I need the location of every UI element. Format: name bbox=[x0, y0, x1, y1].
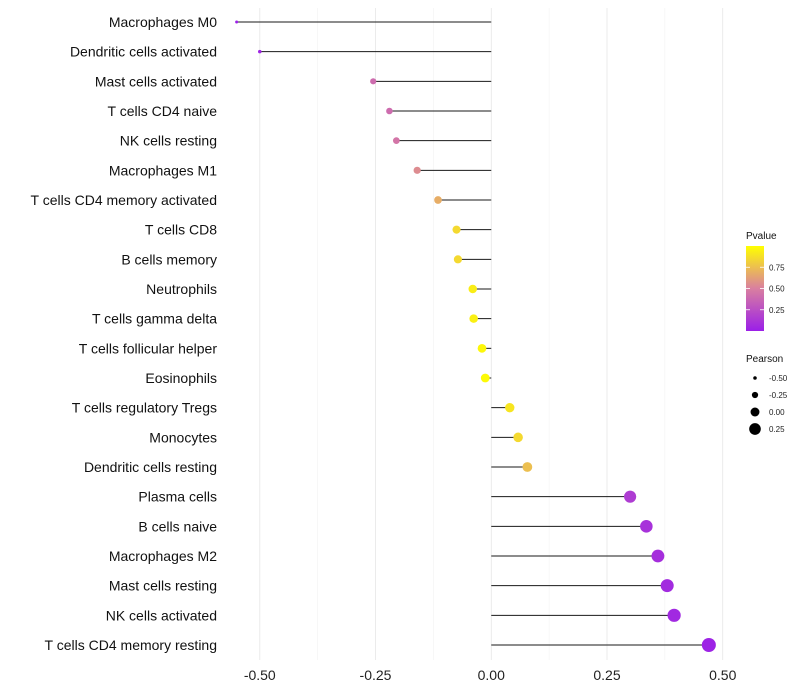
legend-pearson-dot-0 bbox=[753, 376, 757, 380]
point-20 bbox=[667, 608, 681, 622]
legend-pearson-dot-2 bbox=[750, 407, 760, 417]
x-tick-label: -0.25 bbox=[360, 667, 392, 683]
x-tick-label: -0.50 bbox=[244, 667, 276, 683]
legend-pearson-dot-3 bbox=[749, 423, 761, 435]
point-17 bbox=[640, 520, 653, 533]
category-label: T cells CD4 naive bbox=[108, 103, 218, 119]
legend-pvalue-title: Pvalue bbox=[746, 231, 777, 242]
category-label: B cells memory bbox=[121, 251, 217, 267]
point-15 bbox=[522, 462, 533, 472]
point-19 bbox=[660, 579, 674, 593]
category-label: Monocytes bbox=[149, 429, 217, 445]
category-label: NK cells resting bbox=[120, 133, 217, 149]
point-11 bbox=[477, 343, 487, 353]
legend-pearson-label: 0.00 bbox=[769, 408, 785, 417]
point-8 bbox=[453, 255, 463, 264]
point-2 bbox=[370, 78, 377, 85]
legend-pearson-dot-1 bbox=[751, 391, 759, 399]
legend-pvalue-tick-label: 0.50 bbox=[769, 285, 785, 294]
point-12 bbox=[480, 373, 490, 383]
legend-pearson-label: -0.25 bbox=[769, 391, 788, 400]
category-label: NK cells activated bbox=[106, 607, 217, 623]
category-label: T cells gamma delta bbox=[92, 311, 217, 327]
category-label: Macrophages M0 bbox=[109, 14, 217, 30]
legend-pearson-label: 0.25 bbox=[769, 425, 785, 434]
category-label: Dendritic cells resting bbox=[84, 459, 217, 475]
grid bbox=[259, 8, 724, 660]
legend-pvalue: Pvalue 0.25 0.50 0.75 bbox=[746, 231, 785, 331]
point-5 bbox=[413, 166, 421, 174]
point-4 bbox=[392, 137, 400, 145]
category-label: Plasma cells bbox=[138, 489, 217, 505]
x-tick-label: 0.00 bbox=[478, 667, 505, 683]
category-label: Macrophages M2 bbox=[109, 548, 217, 564]
point-1 bbox=[258, 49, 262, 54]
category-label: T cells CD4 memory activated bbox=[31, 192, 217, 208]
point-6 bbox=[434, 196, 442, 204]
category-label: Mast cells resting bbox=[109, 578, 217, 594]
category-label: Macrophages M1 bbox=[109, 162, 217, 178]
point-0 bbox=[235, 20, 239, 24]
legend-pearson-label: -0.50 bbox=[769, 374, 788, 383]
stems bbox=[236, 21, 709, 646]
points bbox=[235, 20, 716, 652]
category-label: Dendritic cells activated bbox=[70, 44, 217, 60]
x-axis-ticks: -0.50 -0.25 0.00 0.25 0.50 bbox=[244, 667, 737, 683]
point-16 bbox=[624, 490, 637, 503]
x-tick-label: 0.25 bbox=[593, 667, 620, 683]
category-label: T cells CD4 memory resting bbox=[45, 637, 217, 653]
category-label: T cells follicular helper bbox=[79, 340, 218, 356]
legend-pearson-title: Pearson bbox=[746, 354, 783, 365]
category-labels: Macrophages M0 Dendritic cells activated M… bbox=[31, 14, 218, 653]
category-label: T cells regulatory Tregs bbox=[72, 400, 217, 416]
category-label: B cells naive bbox=[138, 518, 217, 534]
category-label: Eosinophils bbox=[145, 370, 217, 386]
legend-pvalue-tick-label: 0.75 bbox=[769, 263, 785, 272]
legend-pvalue-tick-label: 0.25 bbox=[769, 306, 785, 315]
point-14 bbox=[513, 432, 523, 443]
point-3 bbox=[386, 107, 393, 115]
category-label: Mast cells activated bbox=[95, 73, 217, 89]
category-label: T cells CD8 bbox=[145, 222, 217, 238]
point-9 bbox=[468, 284, 477, 294]
point-13 bbox=[505, 402, 515, 413]
point-21 bbox=[701, 638, 716, 652]
point-7 bbox=[452, 225, 461, 234]
point-18 bbox=[651, 549, 665, 563]
legend-pvalue-colorbar bbox=[746, 246, 764, 331]
x-tick-label: 0.50 bbox=[709, 667, 736, 683]
point-10 bbox=[469, 314, 478, 323]
category-label: Neutrophils bbox=[146, 281, 217, 297]
legend-pearson: Pearson -0.50 -0.25 0.00 0.25 bbox=[746, 354, 788, 435]
